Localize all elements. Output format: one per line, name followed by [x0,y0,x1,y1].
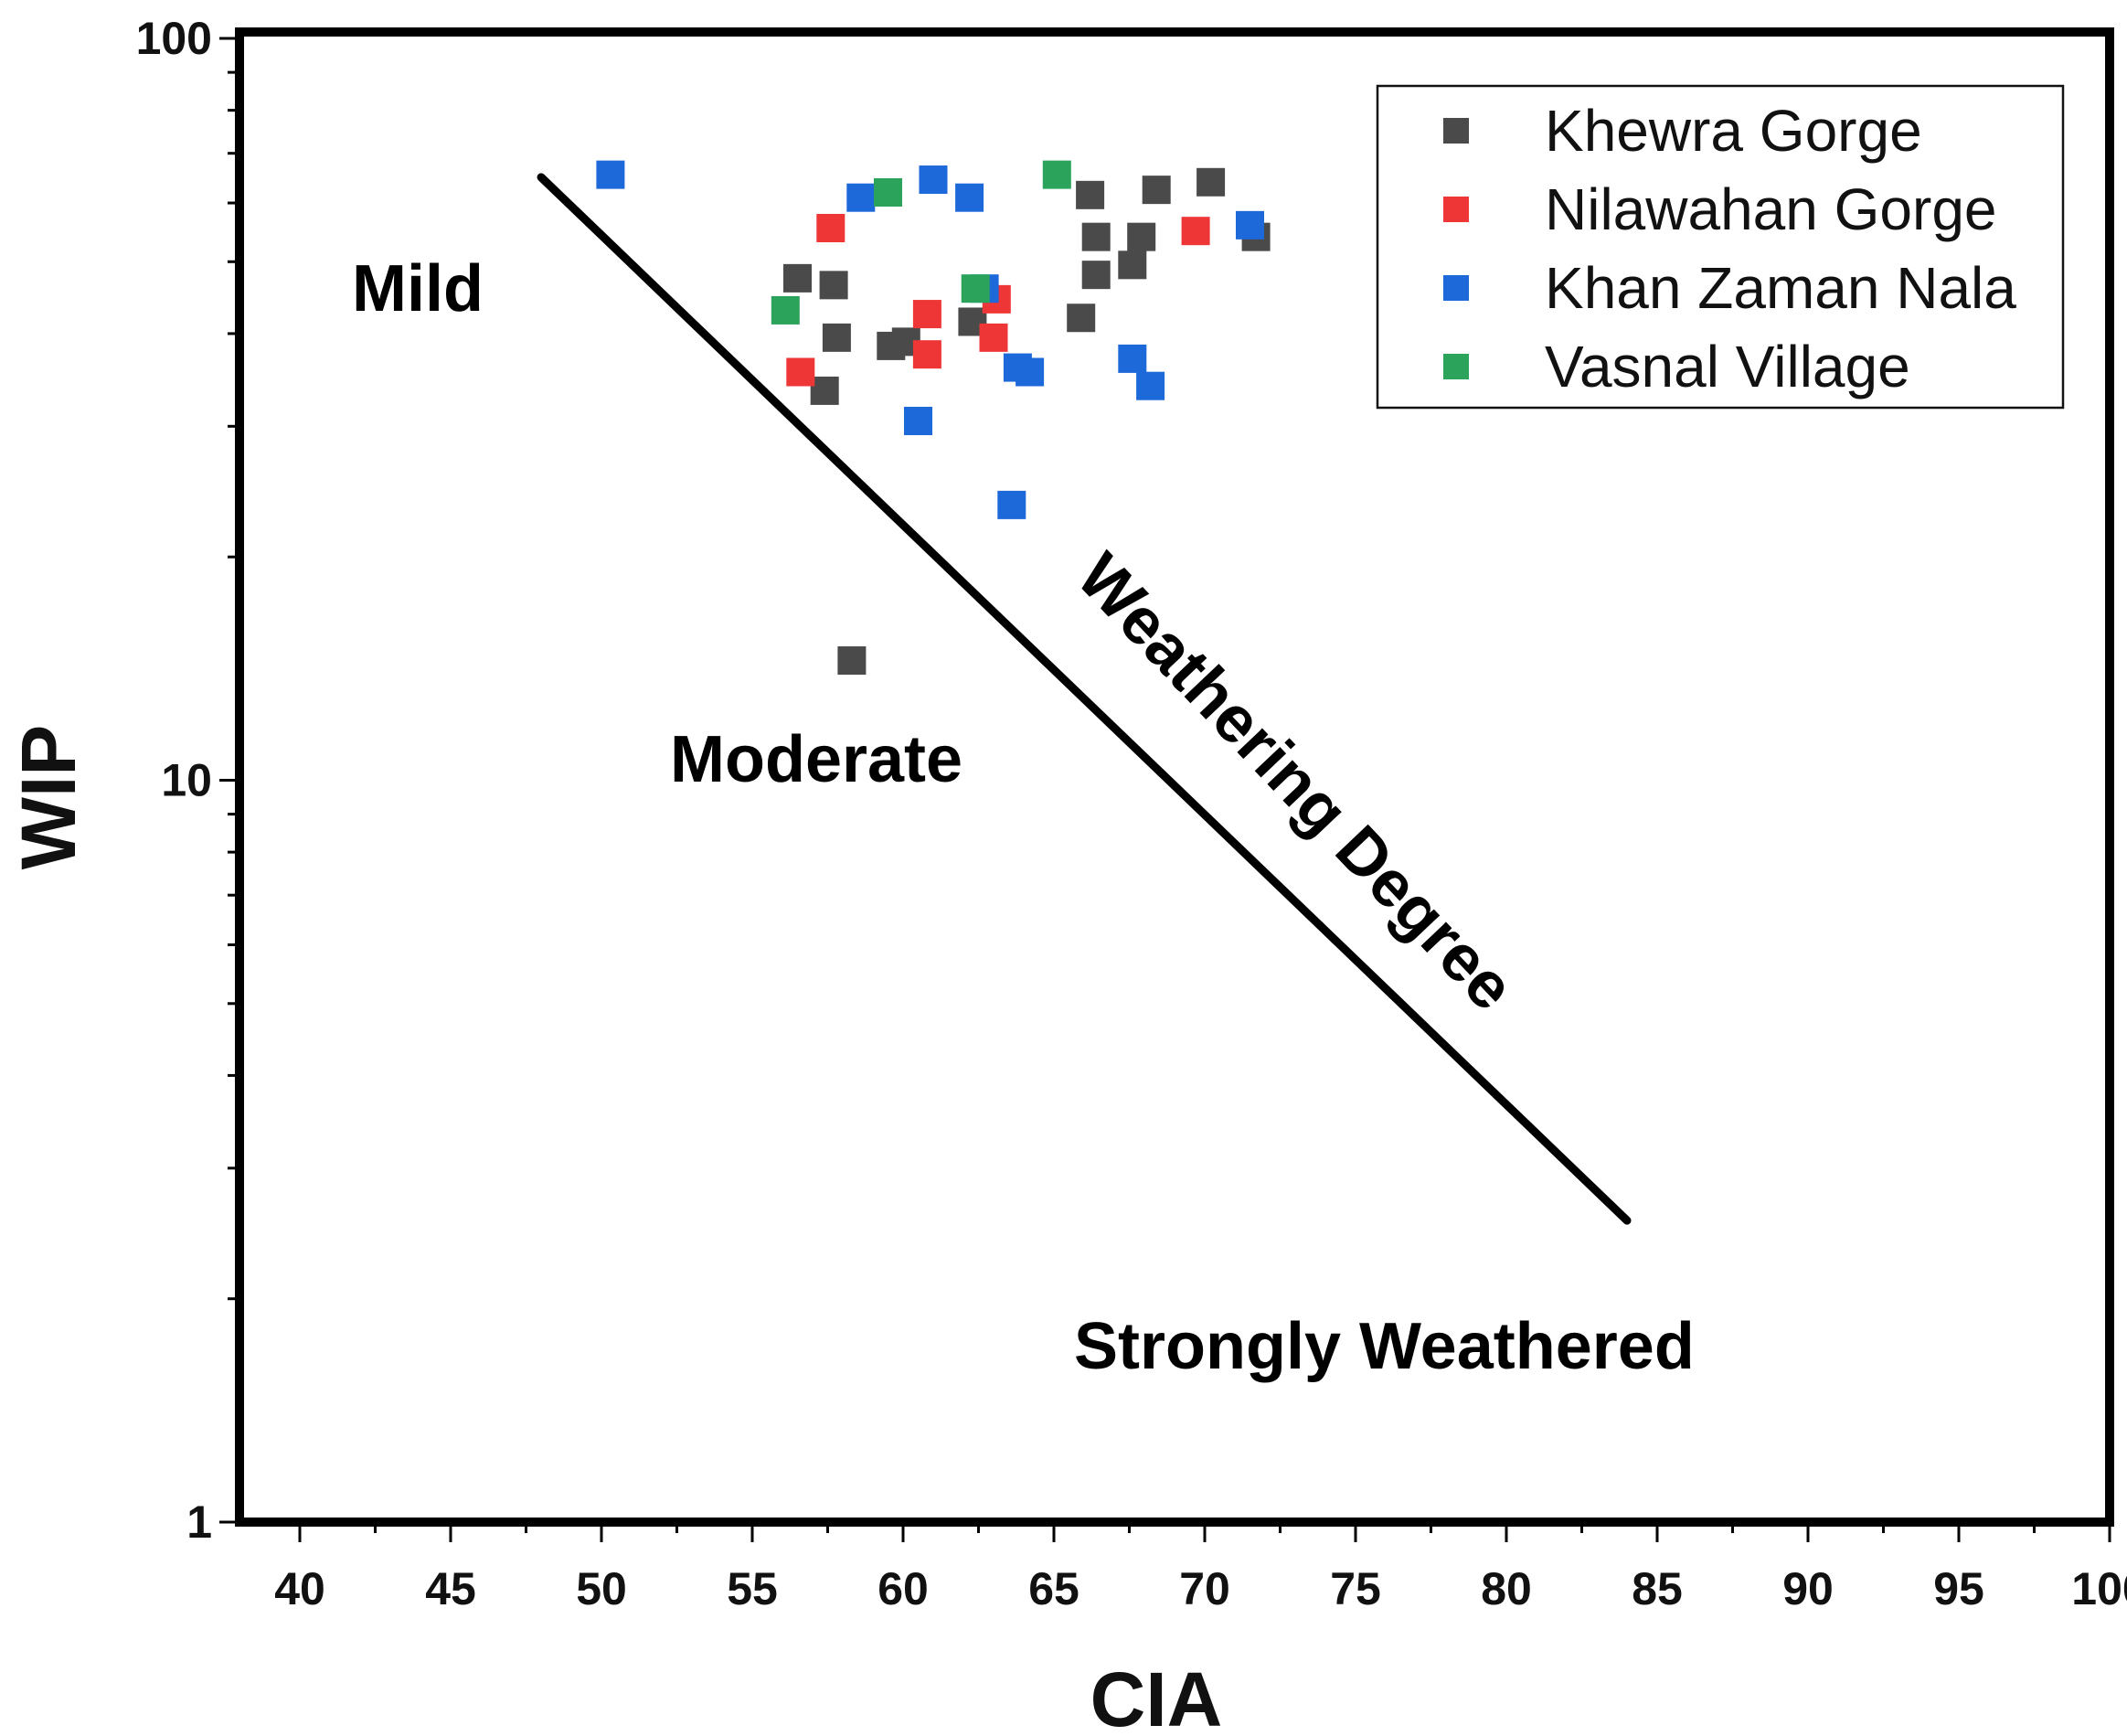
legend-box [1376,84,2065,410]
point-khewra-gorge [1127,222,1156,251]
plot-frame [235,27,2114,1527]
legend: Khewra Gorge Nilawahan Gorge Khan Zaman Na… [1376,84,2065,410]
point-nilawahan-gorge [816,214,845,243]
point-khewra-gorge [810,376,839,405]
x-tick-label: 55 [727,1563,778,1614]
legend-label-vasnal-village: Vasnal Village [1545,334,1910,399]
point-nilawahan-gorge [1181,217,1210,246]
point-khewra-gorge [1142,176,1171,205]
point-khewra-gorge [1081,261,1111,290]
x-axis-title: CIA [1090,1656,1223,1736]
point-khan-zaman-nala [919,165,948,195]
x-tick-label: 40 [274,1563,325,1614]
x-tick-label: 75 [1330,1563,1381,1614]
point-khan-zaman-nala [1016,357,1045,387]
legend-label-khan-zaman-nala: Khan Zaman Nala [1545,255,2016,321]
data-points [596,160,1271,676]
region-label-strongly-weathered: Strongly Weathered [1074,1310,1695,1383]
point-khewra-gorge [1196,167,1226,197]
point-khewra-gorge [783,263,812,293]
point-vasnal-village [874,177,902,207]
legend-marker-khewra-gorge [1443,118,1469,144]
point-khan-zaman-nala [1136,371,1165,400]
point-khewra-gorge [1067,304,1096,333]
point-khan-zaman-nala [997,490,1026,519]
legend-marker-khan-zaman-nala [1443,275,1469,301]
x-tick-label: 60 [877,1563,929,1614]
legend-label-nilawahan-gorge: Nilawahan Gorge [1545,176,1997,242]
point-khewra-gorge [819,271,848,300]
point-khan-zaman-nala [904,406,932,435]
y-tick-label: 100 [136,13,212,64]
x-tick-label: 90 [1782,1563,1834,1614]
point-vasnal-village [771,295,800,325]
y-axis-title: WIP [5,725,91,870]
y-tick-label: 1 [186,1496,212,1548]
region-label-mild: Mild [352,252,484,325]
x-tick-label: 80 [1481,1563,1532,1614]
legend-marker-nilawahan-gorge [1443,197,1469,222]
x-tick-label: 85 [1632,1563,1683,1614]
point-khan-zaman-nala [955,183,984,212]
point-vasnal-village [1042,160,1071,189]
x-tick-label: 45 [425,1563,476,1614]
weathering-trend-line [537,173,1632,1225]
point-khan-zaman-nala [846,183,876,212]
point-khan-zaman-nala [596,160,625,189]
point-khan-zaman-nala [1236,210,1264,240]
region-label-moderate: Moderate [670,723,962,796]
point-vasnal-village [961,274,990,304]
y-tick-label: 10 [161,755,212,806]
x-tick-label: 65 [1028,1563,1079,1614]
x-tick-label: 70 [1179,1563,1230,1614]
point-nilawahan-gorge [912,300,941,329]
point-khewra-gorge [822,323,851,352]
legend-label-khewra-gorge: Khewra Gorge [1545,98,1922,164]
point-khan-zaman-nala [1118,344,1147,373]
point-nilawahan-gorge [979,323,1008,352]
point-khewra-gorge [837,646,867,676]
legend-marker-vasnal-village [1443,354,1469,379]
point-nilawahan-gorge [786,357,815,387]
x-tick-label: 95 [1933,1563,1984,1614]
y-axis-ticks: 1 10 100 [136,13,239,1548]
point-khewra-gorge [1081,222,1111,251]
x-tick-label: 100 [2071,1563,2127,1614]
point-nilawahan-gorge [912,340,941,369]
point-khewra-gorge [1118,250,1147,280]
point-khewra-gorge [1076,180,1105,209]
x-axis-ticks: 40 45 50 55 60 65 70 75 80 85 90 95 100 [274,1522,2127,1614]
x-tick-label: 50 [576,1563,627,1614]
